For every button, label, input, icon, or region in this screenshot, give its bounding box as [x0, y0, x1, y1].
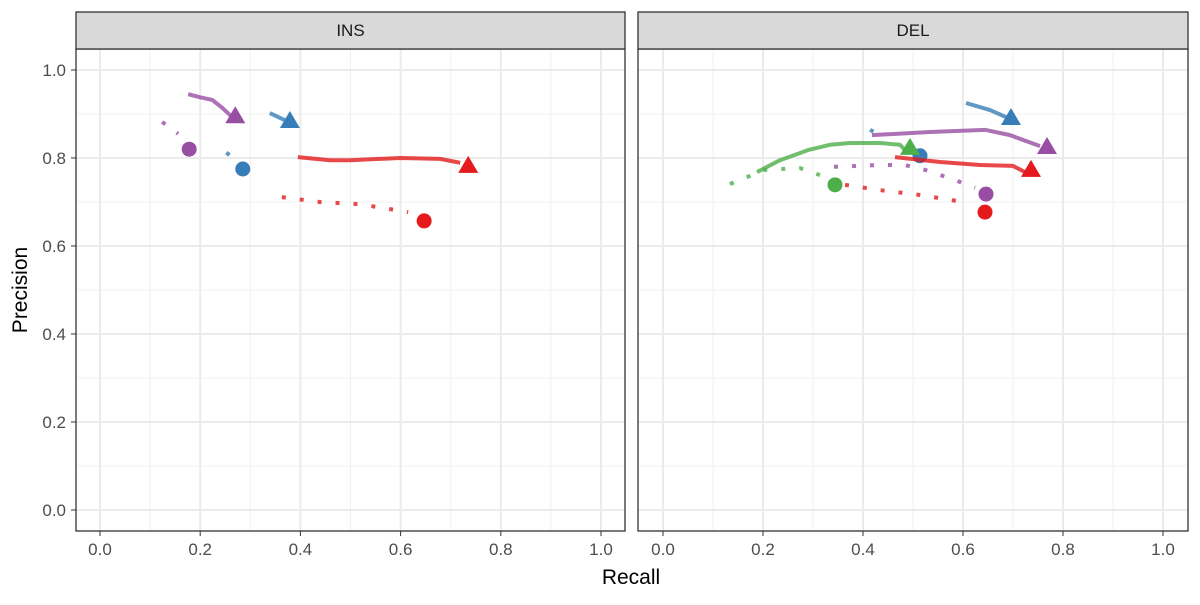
- series-line-blue-solid: [268, 111, 286, 122]
- facet-strip-label: DEL: [896, 21, 929, 40]
- point-marker-triangle-blue: [279, 111, 300, 129]
- x-tick-label: 0.0: [88, 540, 112, 559]
- facet-strip-label: INS: [336, 21, 364, 40]
- point-marker-circle-purple: [181, 141, 197, 157]
- point-marker-triangle-green: [900, 137, 920, 155]
- series-line-purple-dotted: [160, 120, 180, 136]
- x-tick-label: 0.2: [751, 540, 775, 559]
- x-tick-label: 0.6: [389, 540, 413, 559]
- x-tick-label: 0.4: [851, 540, 875, 559]
- series-line-purple-solid: [871, 127, 1041, 148]
- y-tick-label: 0.6: [42, 237, 66, 256]
- point-marker-circle-red: [416, 213, 432, 229]
- x-tick-label: 0.0: [651, 540, 675, 559]
- x-tick-label: 0.2: [188, 540, 212, 559]
- series-line-red-solid: [894, 155, 1026, 174]
- facet-strip: [637, 11, 1189, 50]
- x-tick-label: 0.8: [1051, 540, 1075, 559]
- series-line-green-dotted: [729, 166, 821, 186]
- point-marker-triangle-blue: [1001, 107, 1021, 125]
- point-marker-circle-blue: [235, 161, 251, 177]
- series-line-purple-solid: [187, 92, 232, 117]
- x-tick-label: 0.4: [289, 540, 313, 559]
- x-tick-label: 1.0: [1151, 540, 1175, 559]
- point-marker-triangle-purple: [225, 106, 246, 124]
- point-marker-circle-red: [977, 204, 993, 220]
- x-tick-label: 1.0: [589, 540, 613, 559]
- y-axis-label: Precision: [9, 247, 32, 333]
- y-tick-label: 1.0: [42, 61, 66, 80]
- series-line-purple-dotted: [833, 163, 976, 190]
- point-marker-triangle-purple: [1037, 137, 1057, 154]
- x-tick-label: 0.8: [489, 540, 513, 559]
- y-tick-label: 0.2: [42, 413, 66, 432]
- point-marker-triangle-red: [458, 155, 479, 173]
- x-axis-label: Recall: [602, 566, 660, 589]
- series-line-red-solid: [297, 155, 461, 165]
- series-line-red-dotted: [281, 195, 409, 215]
- series-line-blue-solid: [965, 101, 1009, 120]
- y-tick-label: 0.4: [42, 325, 66, 344]
- series-line-green-solid: [756, 141, 907, 174]
- point-marker-circle-green: [827, 177, 843, 193]
- series-line-blue-dotted: [225, 151, 232, 158]
- point-marker-triangle-red: [1021, 159, 1041, 177]
- y-tick-label: 0.0: [42, 501, 66, 520]
- series-line-blue-dotted: [869, 128, 887, 140]
- point-marker-circle-purple: [978, 186, 994, 202]
- y-tick-label: 0.8: [42, 149, 66, 168]
- facet-strip: [75, 11, 626, 50]
- x-tick-label: 0.6: [951, 540, 975, 559]
- series-line-red-dotted: [844, 182, 968, 205]
